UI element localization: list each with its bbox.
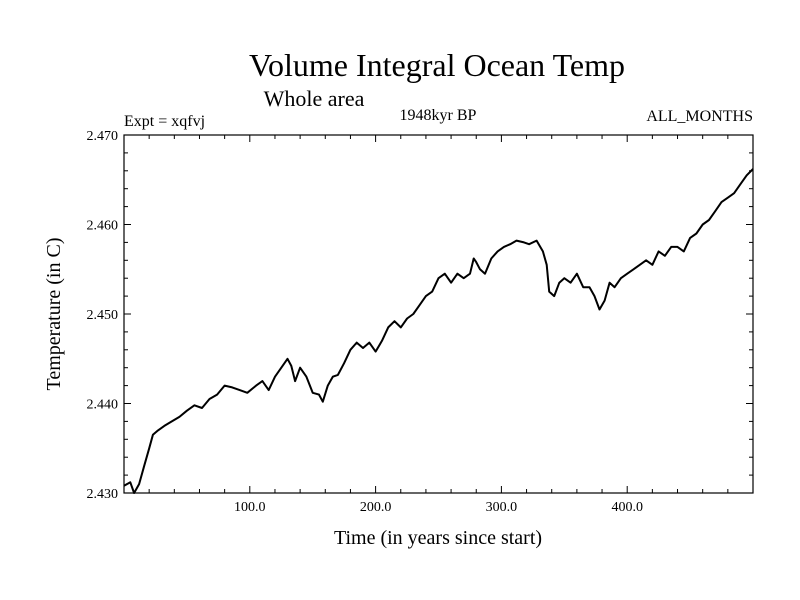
plot-frame <box>123 134 754 494</box>
x-tick-label: 200.0 <box>360 500 392 515</box>
y-tick-label: 2.450 <box>87 308 119 323</box>
y-axis-label: Temperature (in C) <box>43 238 65 391</box>
x-tick-label: 100.0 <box>234 500 266 515</box>
y-tick-label: 2.430 <box>87 487 119 502</box>
y-axis-ticks <box>124 134 753 494</box>
y-tick-label: 2.440 <box>87 398 119 413</box>
x-axis-label: Time (in years since start) <box>334 527 542 549</box>
months-label: ALL_MONTHS <box>646 108 753 125</box>
x-axis-ticks <box>148 135 729 493</box>
x-tick-label: 400.0 <box>611 500 643 515</box>
chart-title: Volume Integral Ocean Temp <box>249 47 625 83</box>
x-axis-tick-labels: 100.0 200.0 300.0 400.0 <box>234 500 643 515</box>
chart-subtitle: Whole area <box>264 86 365 111</box>
experiment-label: Expt = xqfvj <box>124 113 205 130</box>
x-tick-label: 300.0 <box>486 500 518 515</box>
y-tick-label: 2.470 <box>87 129 119 144</box>
temperature-series-line <box>123 168 754 494</box>
y-axis-tick-labels: 2.430 2.440 2.450 2.460 2.470 <box>87 129 119 502</box>
period-label: 1948kyr BP <box>400 107 477 124</box>
y-tick-label: 2.460 <box>87 219 119 234</box>
